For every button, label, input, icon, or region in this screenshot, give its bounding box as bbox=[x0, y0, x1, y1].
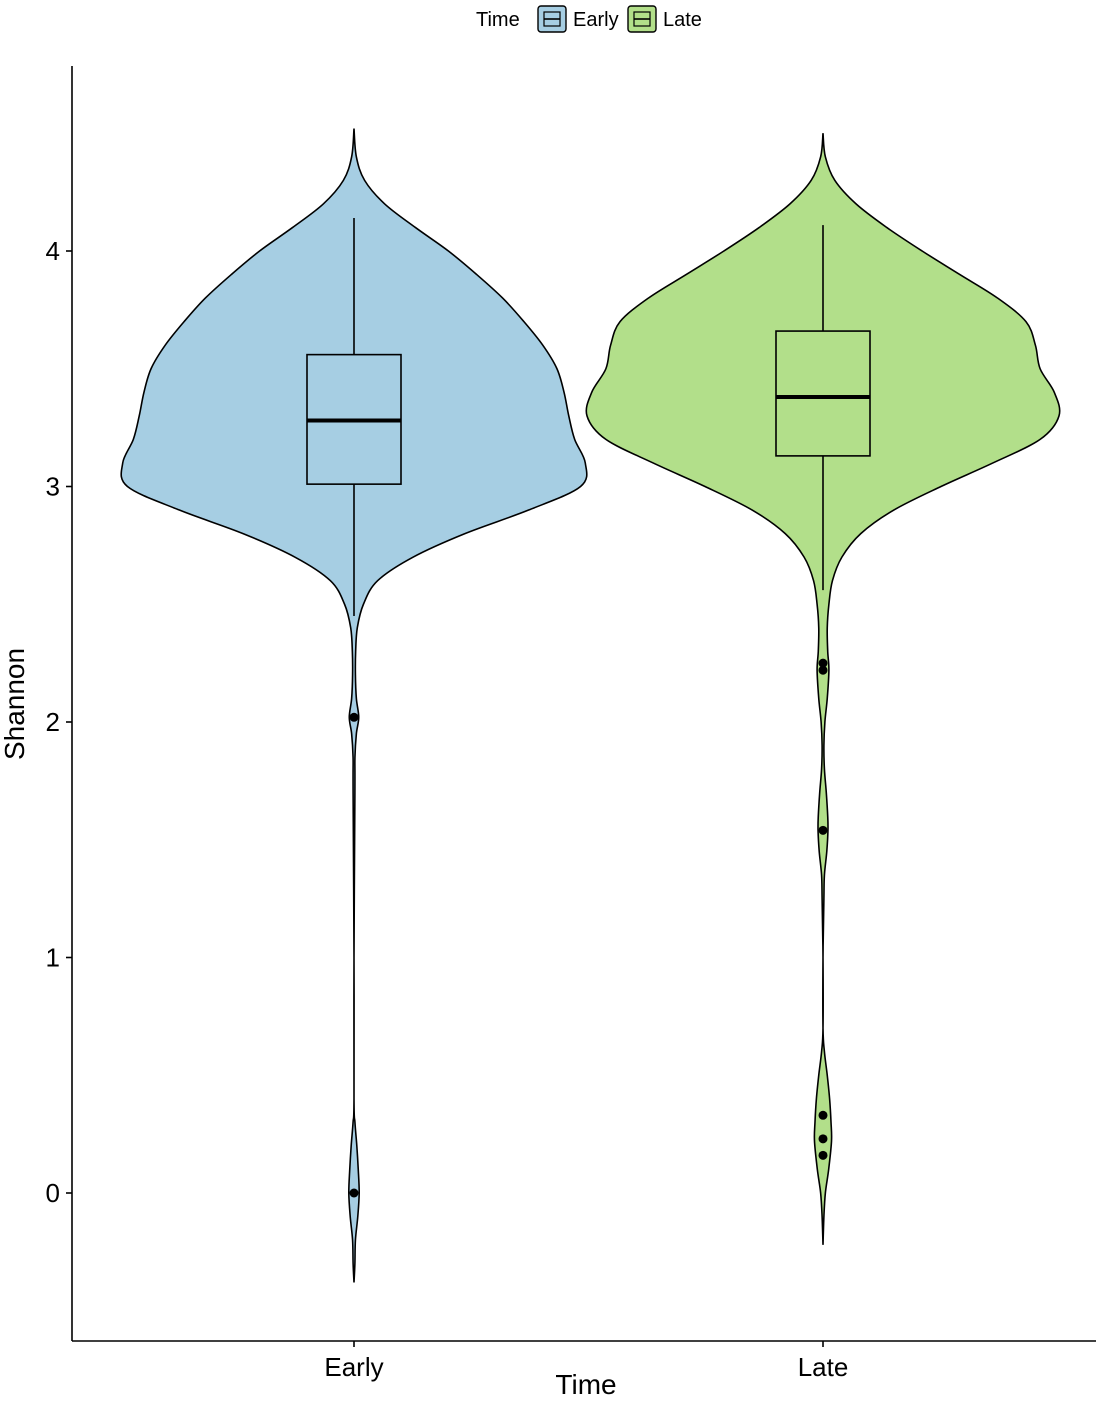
legend-label: Early bbox=[573, 9, 619, 31]
outlier-point bbox=[349, 1188, 359, 1198]
outlier-points bbox=[349, 658, 828, 1198]
legend-item-late: Late bbox=[627, 5, 702, 33]
legend: Time Early Late bbox=[476, 5, 702, 33]
y-axis-title: Shannon bbox=[0, 648, 30, 760]
outlier-point bbox=[349, 712, 359, 722]
x-ticks: Early Late bbox=[324, 1341, 848, 1382]
x-tick-label-late: Late bbox=[798, 1352, 849, 1382]
outlier-point bbox=[818, 1110, 828, 1120]
y-tick-label: 3 bbox=[46, 472, 60, 502]
x-tick-label-early: Early bbox=[324, 1352, 383, 1382]
outlier-point bbox=[818, 658, 828, 668]
violins bbox=[120, 128, 1061, 1283]
outlier-point bbox=[818, 825, 828, 835]
violin-early bbox=[120, 128, 588, 1283]
outlier-point bbox=[818, 1150, 828, 1160]
boxplots bbox=[306, 218, 871, 617]
violin-late bbox=[585, 133, 1061, 1245]
x-axis-title: Time bbox=[555, 1369, 616, 1400]
y-ticks: 0 1 2 3 4 bbox=[46, 236, 72, 1208]
y-tick-label: 0 bbox=[46, 1178, 60, 1208]
y-tick-label: 4 bbox=[46, 236, 60, 266]
legend-title: Time bbox=[476, 9, 520, 31]
y-tick-label: 2 bbox=[46, 707, 60, 737]
box-late bbox=[775, 330, 871, 457]
outlier-point bbox=[818, 1134, 828, 1144]
outlier-point bbox=[818, 665, 828, 675]
y-tick-label: 1 bbox=[46, 943, 60, 973]
legend-label: Late bbox=[663, 9, 702, 31]
legend-item-early: Early bbox=[537, 5, 619, 33]
